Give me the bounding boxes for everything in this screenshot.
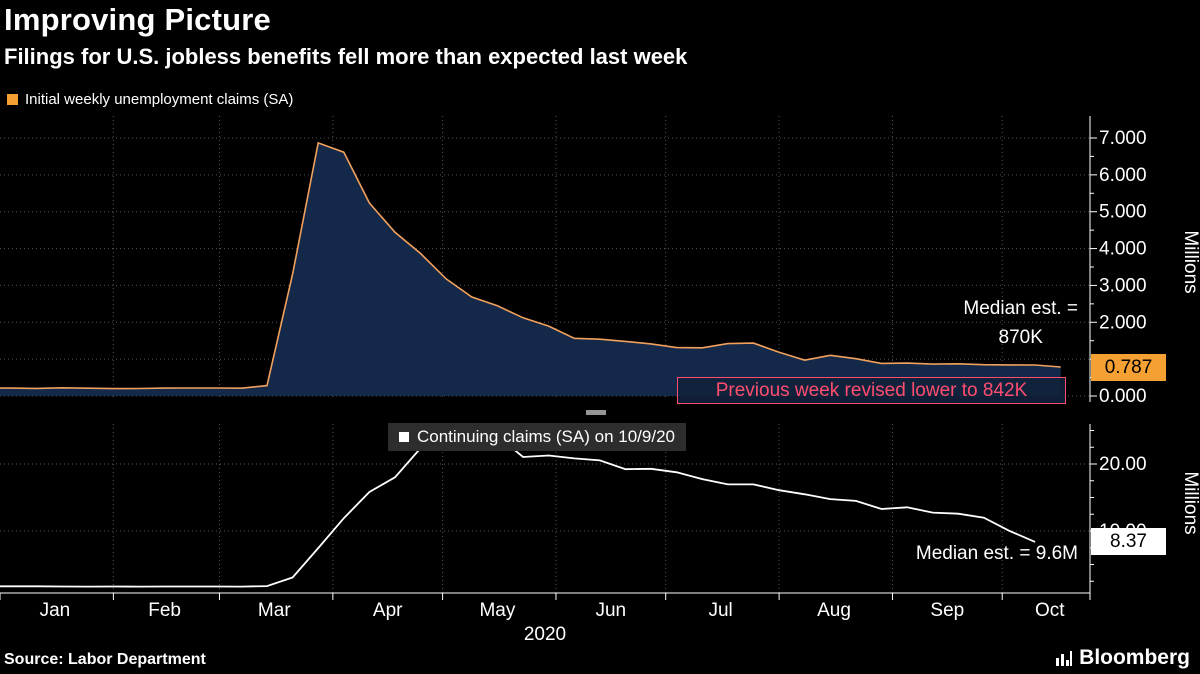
legend-continuing-claims-label: Continuing claims (SA) on 10/9/20 bbox=[417, 427, 675, 446]
revision-annotation: Previous week revised lower to 842K bbox=[677, 377, 1066, 404]
page-title: Improving Picture bbox=[4, 2, 271, 37]
svg-text:20.00: 20.00 bbox=[1099, 454, 1147, 475]
svg-text:Aug: Aug bbox=[817, 600, 851, 621]
svg-text:Jan: Jan bbox=[40, 600, 71, 621]
svg-text:Millions: Millions bbox=[1180, 230, 1200, 293]
median-estimate-top-value: 870K bbox=[998, 326, 1043, 348]
last-value-badge-initial-claims: 0.787 bbox=[1091, 354, 1166, 381]
svg-text:May: May bbox=[479, 600, 515, 621]
legend-initial-claims: Initial weekly unemployment claims (SA) bbox=[7, 91, 293, 108]
svg-text:Apr: Apr bbox=[373, 600, 403, 621]
bloomberg-logo: Bloomberg bbox=[1055, 646, 1190, 670]
median-estimate-top-label: Median est. = bbox=[963, 298, 1078, 319]
chart-subtitle: Filings for U.S. jobless benefits fell m… bbox=[4, 44, 688, 69]
svg-text:Feb: Feb bbox=[148, 600, 181, 621]
legend-swatch-white bbox=[399, 432, 409, 442]
x-axis-year-label: 2020 bbox=[523, 624, 567, 645]
svg-text:6.000: 6.000 bbox=[1099, 165, 1147, 186]
svg-text:Sep: Sep bbox=[930, 600, 964, 621]
legend-swatch-orange bbox=[7, 94, 18, 105]
svg-text:4.000: 4.000 bbox=[1099, 239, 1147, 260]
median-estimate-top: Median est. = 870K bbox=[963, 295, 1078, 352]
svg-text:Jul: Jul bbox=[708, 600, 732, 621]
svg-text:Oct: Oct bbox=[1035, 600, 1065, 621]
legend-continuing-claims: Continuing claims (SA) on 10/9/20 bbox=[388, 423, 686, 451]
svg-text:Jun: Jun bbox=[595, 600, 626, 621]
svg-text:3.000: 3.000 bbox=[1099, 275, 1147, 296]
svg-text:Millions: Millions bbox=[1180, 471, 1200, 534]
bloomberg-bars-icon bbox=[1056, 651, 1073, 666]
panel-resize-handle[interactable] bbox=[586, 410, 606, 415]
source-attribution: Source: Labor Department bbox=[4, 651, 206, 668]
last-value-badge-continuing-claims: 8.37 bbox=[1091, 528, 1166, 555]
bloomberg-wordmark: Bloomberg bbox=[1079, 646, 1190, 669]
svg-text:2.000: 2.000 bbox=[1099, 312, 1147, 333]
median-estimate-bottom: Median est. = 9.6M bbox=[915, 543, 1078, 564]
svg-text:0.000: 0.000 bbox=[1099, 386, 1147, 407]
svg-text:Mar: Mar bbox=[258, 600, 291, 621]
svg-text:7.000: 7.000 bbox=[1099, 128, 1147, 149]
svg-text:5.000: 5.000 bbox=[1099, 202, 1147, 223]
legend-initial-claims-label: Initial weekly unemployment claims (SA) bbox=[25, 91, 294, 108]
